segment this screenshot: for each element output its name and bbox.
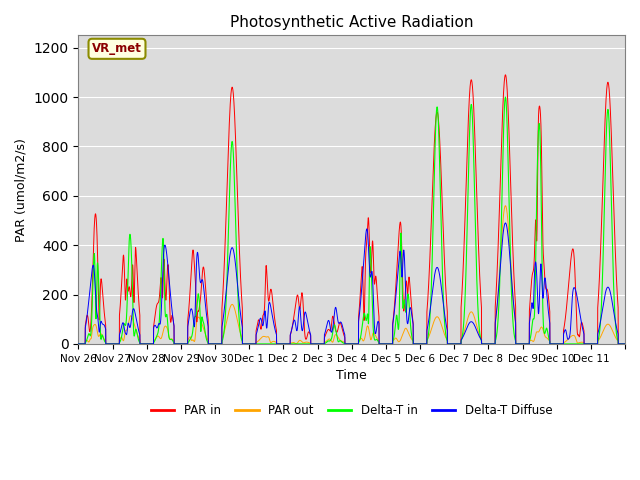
Legend: PAR in, PAR out, Delta-T in, Delta-T Diffuse: PAR in, PAR out, Delta-T in, Delta-T Dif… bbox=[146, 399, 557, 421]
Y-axis label: PAR (umol/m2/s): PAR (umol/m2/s) bbox=[15, 138, 28, 241]
Title: Photosynthetic Active Radiation: Photosynthetic Active Radiation bbox=[230, 15, 474, 30]
X-axis label: Time: Time bbox=[337, 369, 367, 382]
Text: VR_met: VR_met bbox=[92, 42, 142, 55]
